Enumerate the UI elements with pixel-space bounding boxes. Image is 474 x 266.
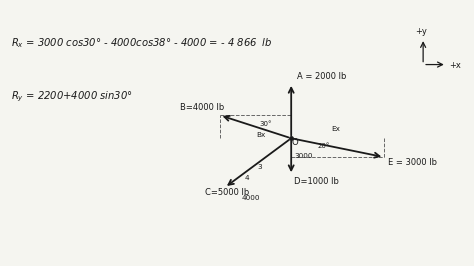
Text: Ex: Ex <box>331 126 340 132</box>
Text: 4000: 4000 <box>241 194 260 201</box>
Text: 20°: 20° <box>317 143 329 149</box>
Text: B=4000 lb: B=4000 lb <box>180 103 224 113</box>
Text: 4: 4 <box>245 175 250 181</box>
Text: 30°: 30° <box>259 120 272 127</box>
Text: $R_x$ = 3000 cos30$\degree$ - 4000cos38$\degree$ - 4000 = - 4 866  lb: $R_x$ = 3000 cos30$\degree$ - 4000cos38$… <box>11 36 272 50</box>
Text: D=1000 lb: D=1000 lb <box>294 177 339 186</box>
Text: Bx: Bx <box>256 132 265 138</box>
Text: E = 3000 lb: E = 3000 lb <box>388 159 437 168</box>
Text: $R_y$ = 2200+4000 sin30$\degree$: $R_y$ = 2200+4000 sin30$\degree$ <box>11 89 133 103</box>
Text: O: O <box>292 138 298 147</box>
Text: +y: +y <box>415 27 427 36</box>
Text: 3: 3 <box>257 164 262 169</box>
Text: C=5000 lb: C=5000 lb <box>205 188 249 197</box>
Text: A = 2000 lb: A = 2000 lb <box>297 72 346 81</box>
Text: +x: +x <box>449 61 461 70</box>
Text: 3000: 3000 <box>294 153 312 159</box>
